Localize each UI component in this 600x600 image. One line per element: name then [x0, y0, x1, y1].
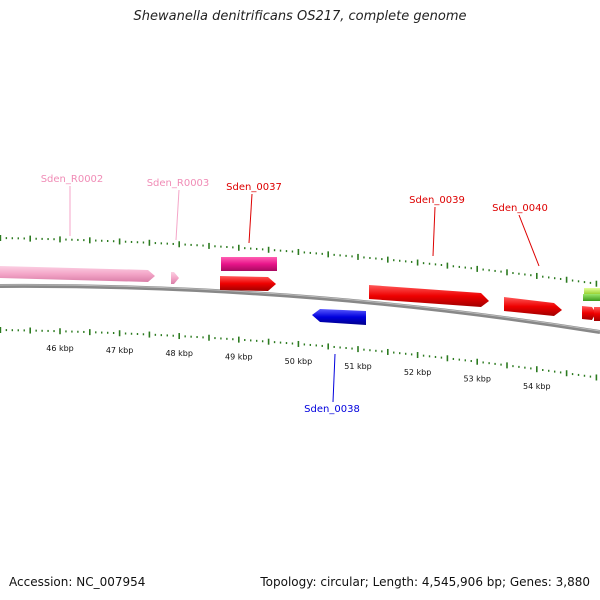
- genome-backbone: [0, 283, 600, 334]
- scale-tick-label: 53 kbp: [463, 375, 491, 384]
- green-feature[interactable]: [583, 294, 600, 301]
- cds-partial-right-1[interactable]: [582, 306, 596, 320]
- leader-sden-0039: [432, 206, 436, 257]
- leader-sden-0037: [248, 193, 253, 244]
- rrna-feature-sden-r0002[interactable]: [0, 266, 155, 282]
- scale-tick-label: 48 kbp: [165, 349, 193, 358]
- label-sden-r0003[interactable]: Sden_R0003: [147, 178, 210, 189]
- genome-summary-text: Topology: circular; Length: 4,545,906 bp…: [260, 575, 590, 589]
- leader-sden-r0003: [175, 189, 180, 241]
- misc-feature-bar[interactable]: [221, 257, 277, 271]
- scale-tick-label: 54 kbp: [523, 382, 551, 391]
- cds-sden-0038[interactable]: [312, 309, 366, 325]
- accession-text: Accession: NC_007954: [9, 575, 146, 589]
- scale-tick-label: 49 kbp: [225, 353, 253, 362]
- label-sden-0037[interactable]: Sden_0037: [226, 182, 282, 193]
- light-green-feature[interactable]: [584, 288, 600, 294]
- label-sden-r0002[interactable]: Sden_R0002: [41, 174, 104, 185]
- scale-labels: 46 kbp 47 kbp 48 kbp 49 kbp 50 kbp 51 kbp 52 k…: [46, 344, 550, 391]
- leader-sden-0040: [518, 214, 540, 267]
- label-sden-0040[interactable]: Sden_0040: [492, 203, 548, 214]
- label-sden-0039[interactable]: Sden_0039: [409, 195, 465, 206]
- cds-sden-0037[interactable]: [220, 276, 276, 291]
- cds-partial-right-2[interactable]: [594, 307, 600, 321]
- scale-tick-label: 52 kbp: [404, 368, 432, 377]
- label-sden-0038[interactable]: Sden_0038: [304, 404, 360, 415]
- rrna-feature-sden-r0003[interactable]: [171, 272, 179, 284]
- genome-backbone-highlight: [0, 284, 600, 332]
- map-title: Shewanella denitrificans OS217, complete…: [133, 9, 467, 24]
- scale-tick-label: 51 kbp: [344, 362, 372, 371]
- outer-tick-ring: [0, 235, 598, 287]
- cds-sden-0039[interactable]: [369, 285, 489, 307]
- inner-tick-ring: [0, 327, 598, 381]
- leader-sden-0038: [332, 353, 336, 403]
- cds-sden-0040[interactable]: [504, 297, 562, 316]
- scale-tick-label: 47 kbp: [106, 346, 134, 355]
- scale-tick-label: 50 kbp: [285, 357, 313, 366]
- scale-tick-label: 46 kbp: [46, 344, 74, 353]
